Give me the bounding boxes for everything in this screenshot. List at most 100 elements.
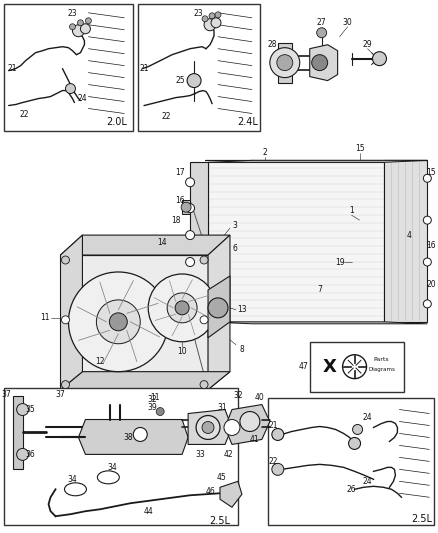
Polygon shape <box>385 160 427 322</box>
Text: 31: 31 <box>217 403 227 412</box>
Polygon shape <box>78 419 188 455</box>
Polygon shape <box>208 322 427 324</box>
Text: 1: 1 <box>349 206 354 215</box>
Polygon shape <box>190 310 208 322</box>
Text: 7: 7 <box>317 286 322 294</box>
Text: 17: 17 <box>175 168 185 177</box>
Circle shape <box>186 178 194 187</box>
Circle shape <box>424 258 431 266</box>
Text: 15: 15 <box>427 168 436 177</box>
Circle shape <box>17 403 28 416</box>
Text: X: X <box>323 358 336 376</box>
Text: 29: 29 <box>363 40 372 49</box>
Circle shape <box>186 231 194 240</box>
Text: 40: 40 <box>255 393 265 402</box>
Text: 19: 19 <box>335 257 344 266</box>
Text: 20: 20 <box>427 280 436 289</box>
Text: 18: 18 <box>171 216 181 224</box>
Text: 26: 26 <box>347 485 357 494</box>
Text: 46: 46 <box>205 487 215 496</box>
Text: 39: 39 <box>147 403 157 412</box>
Circle shape <box>270 47 300 78</box>
Circle shape <box>277 55 293 71</box>
Text: 34: 34 <box>107 463 117 472</box>
Circle shape <box>202 422 214 433</box>
Circle shape <box>61 381 70 389</box>
Text: 35: 35 <box>26 405 35 414</box>
Text: 22: 22 <box>162 112 171 121</box>
Circle shape <box>200 381 208 389</box>
Circle shape <box>424 300 431 308</box>
Text: Parts: Parts <box>374 357 389 362</box>
Circle shape <box>196 416 220 439</box>
Polygon shape <box>225 405 270 445</box>
Circle shape <box>61 316 70 324</box>
Text: 47: 47 <box>299 362 309 371</box>
Circle shape <box>186 257 194 266</box>
Bar <box>268 398 434 525</box>
Circle shape <box>424 174 431 182</box>
Text: 28: 28 <box>267 40 276 49</box>
Circle shape <box>200 316 208 324</box>
Text: 30: 30 <box>343 18 353 27</box>
Polygon shape <box>60 372 230 390</box>
Bar <box>310 342 404 392</box>
Text: 33: 33 <box>195 450 205 459</box>
Polygon shape <box>278 43 292 83</box>
Bar <box>138 4 260 132</box>
Text: 8: 8 <box>240 345 244 354</box>
Ellipse shape <box>64 483 86 496</box>
Circle shape <box>353 424 363 434</box>
Text: 2.0L: 2.0L <box>106 117 127 127</box>
Text: 27: 27 <box>317 18 326 27</box>
Text: 2: 2 <box>262 148 267 157</box>
Text: 23: 23 <box>193 9 203 18</box>
Circle shape <box>175 301 189 315</box>
Text: 34: 34 <box>67 475 78 484</box>
Circle shape <box>272 429 284 440</box>
Bar <box>4 387 238 525</box>
Circle shape <box>96 300 140 344</box>
Text: 11: 11 <box>40 313 49 322</box>
Circle shape <box>372 52 386 66</box>
Circle shape <box>85 18 92 24</box>
Text: 2.5L: 2.5L <box>411 514 432 524</box>
Text: 37: 37 <box>56 390 65 399</box>
Text: 2.5L: 2.5L <box>209 516 230 526</box>
Circle shape <box>204 19 216 31</box>
Circle shape <box>72 25 85 37</box>
Circle shape <box>211 18 221 28</box>
Text: 24: 24 <box>363 413 372 422</box>
Text: 6: 6 <box>233 244 237 253</box>
Text: 45: 45 <box>217 473 227 482</box>
Text: 25: 25 <box>175 76 185 85</box>
Text: Diagrams: Diagrams <box>368 367 395 372</box>
Text: 22: 22 <box>20 110 29 119</box>
Circle shape <box>186 305 194 314</box>
Circle shape <box>187 74 201 87</box>
Text: 13: 13 <box>237 305 247 314</box>
Polygon shape <box>60 235 230 255</box>
Circle shape <box>133 427 147 441</box>
Text: 32: 32 <box>148 395 157 404</box>
Polygon shape <box>110 312 126 332</box>
Polygon shape <box>60 235 82 390</box>
Circle shape <box>349 438 360 449</box>
Text: 3: 3 <box>233 221 237 230</box>
Text: 15: 15 <box>355 144 364 153</box>
Polygon shape <box>182 200 190 214</box>
Circle shape <box>70 24 75 30</box>
Text: 44: 44 <box>143 507 153 516</box>
Polygon shape <box>208 276 230 338</box>
Polygon shape <box>208 163 385 322</box>
Polygon shape <box>208 160 427 163</box>
Text: 21: 21 <box>139 64 149 73</box>
Text: 23: 23 <box>67 9 77 18</box>
Text: 4: 4 <box>407 231 412 240</box>
Circle shape <box>110 313 127 331</box>
Text: 38: 38 <box>124 433 133 442</box>
Text: 16: 16 <box>175 196 185 205</box>
Text: 16: 16 <box>427 240 436 249</box>
Circle shape <box>81 24 90 34</box>
Circle shape <box>317 28 327 38</box>
